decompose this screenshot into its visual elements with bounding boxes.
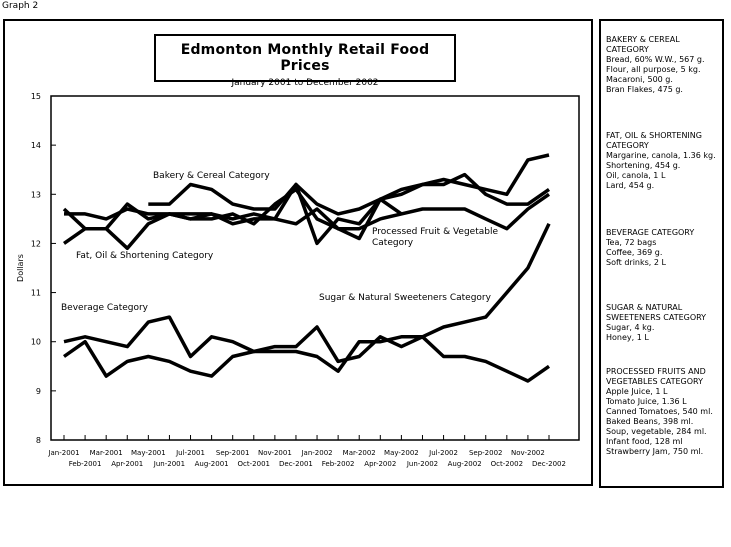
x-tick-label: Sep-2002: [469, 449, 503, 457]
chart-title-box: Edmonton Monthly Retail Food Prices Janu…: [154, 34, 456, 88]
x-tick-label: Jan-2002: [300, 449, 332, 457]
legend-heading: SUGAR & NATURAL SWEETENERS CATEGORY: [606, 303, 707, 322]
x-tick-label: Jul-2001: [175, 449, 205, 457]
x-tick-label: Aug-2001: [195, 460, 229, 468]
x-tick-label: Nov-2001: [258, 449, 292, 457]
y-axis-label: Dollars: [16, 254, 25, 282]
y-tick-label: 10: [31, 338, 41, 347]
y-tick-label: 15: [31, 92, 41, 101]
legend-processed-fruits-vegetables: PROCESSED FRUITS AND VEGETABLES CATEGORY…: [606, 367, 724, 457]
x-tick-label: Jul-2002: [428, 449, 458, 457]
x-tick-label: Dec-2001: [279, 460, 313, 468]
legend-item: Apple Juice, 1 L: [606, 387, 668, 396]
legend-item: Infant food, 128 ml: [606, 437, 683, 446]
chart-frame: [3, 19, 593, 486]
x-tick-label: Mar-2002: [343, 449, 376, 457]
series-line: [64, 192, 551, 231]
legend-item: Macaroni, 500 g.: [606, 75, 673, 84]
annotation-label: Beverage Category: [61, 303, 149, 313]
legend-item: Lard, 454 g.: [606, 181, 655, 190]
legend-item: Soft drinks, 2 L: [606, 258, 666, 267]
x-tick-label: Aug-2002: [448, 460, 482, 468]
y-tick-label: 9: [36, 387, 41, 396]
legend-heading: FAT, OIL & SHORTENING CATEGORY: [606, 131, 702, 150]
y-tick-label: 14: [31, 141, 41, 150]
annotation-label: Fat, Oil & Shortening Category: [76, 251, 214, 261]
legend-item: Tea, 72 bags: [606, 238, 657, 247]
x-tick-label: Oct-2002: [491, 460, 523, 468]
annotation-label: Processed Fruit & Vegetable Category: [372, 227, 498, 248]
x-axis: Jan-2001 Feb-2001 Mar-2001 Apr-2001 May-2001…: [47, 435, 566, 468]
legend-heading: BAKERY & CEREAL CATEGORY: [606, 35, 680, 54]
legend-item: Flour, all purpose, 5 kg.: [606, 65, 701, 74]
y-tick-label: 12: [31, 239, 41, 248]
x-tick-label: Mar-2001: [90, 449, 123, 457]
chart-subtitle: January 2001 to December 2002: [231, 78, 379, 88]
legend-item: Bread, 60% W.W., 567 g.: [606, 55, 705, 64]
legend-item: Tomato Juice, 1.36 L: [606, 397, 687, 406]
x-tick-label: Apr-2002: [364, 460, 396, 468]
legend-item: Baked Beans, 398 ml.: [606, 417, 694, 426]
legend-item: Oil, canola, 1 L: [606, 171, 666, 180]
series-line: [62, 172, 551, 251]
annotation-label: Bakery & Cereal Category: [153, 171, 270, 181]
x-tick-label: Apr-2001: [111, 460, 143, 468]
legend-item: Margarine, canola, 1.36 kg.: [606, 151, 716, 160]
x-tick-label: May-2001: [131, 449, 166, 457]
series-line: [63, 315, 551, 383]
graph-label: Graph 2: [2, 1, 39, 11]
series-line: [148, 153, 550, 216]
x-tick-label: Jan-2001: [47, 449, 79, 457]
series-line: [62, 223, 551, 378]
legend-fat-oil-shortening: FAT, OIL & SHORTENING CATEGORY Margarine…: [606, 131, 724, 191]
y-axis: 8 9 10 11 12 13 14 15: [31, 92, 56, 445]
legend-item: Sugar, 4 kg.: [606, 323, 655, 332]
series-lines: [62, 153, 551, 383]
x-tick-label: Jun-2002: [406, 460, 438, 468]
x-tick-label: Feb-2001: [69, 460, 102, 468]
legend-heading: PROCESSED FRUITS AND VEGETABLES CATEGORY: [606, 367, 706, 386]
legend-bakery-cereal: BAKERY & CEREAL CATEGORY Bread, 60% W.W.…: [606, 35, 724, 95]
y-tick-label: 8: [36, 436, 41, 445]
x-tick-label: Sep-2001: [216, 449, 250, 457]
x-tick-label: Nov-2002: [511, 449, 545, 457]
legend-item: Honey, 1 L: [606, 333, 649, 342]
x-tick-label: Feb-2002: [322, 460, 355, 468]
plot-area: [50, 95, 580, 441]
legend-item: Canned Tomatoes, 540 ml.: [606, 407, 713, 416]
legend-item: Coffee, 369 g.: [606, 248, 663, 257]
legend-item: Strawberry Jam, 750 ml.: [606, 447, 704, 456]
annotations: Bakery & Cereal Category Fat, Oil & Short…: [61, 171, 498, 313]
legend-heading: BEVERAGE CATEGORY: [606, 228, 695, 237]
x-tick-label: Dec-2002: [532, 460, 566, 468]
x-tick-label: Oct-2001: [238, 460, 270, 468]
y-tick-label: 13: [31, 190, 41, 199]
chart-title: Edmonton Monthly Retail Food Prices: [180, 42, 430, 74]
legend-item: Bran Flakes, 475 g.: [606, 85, 683, 94]
annotation-label: Sugar & Natural Sweeteners Category: [319, 293, 492, 303]
legend-item: Shortening, 454 g.: [606, 161, 681, 170]
legend-sugar-sweeteners: SUGAR & NATURAL SWEETENERS CATEGORY Suga…: [606, 303, 724, 343]
legend-beverage: BEVERAGE CATEGORY Tea, 72 bags Coffee, 3…: [606, 228, 724, 268]
legend-frame: [599, 19, 724, 488]
legend-item: Soup, vegetable, 284 ml.: [606, 427, 707, 436]
y-tick-label: 11: [31, 289, 41, 298]
x-tick-label: May-2002: [384, 449, 419, 457]
x-tick-label: Jun-2001: [153, 460, 185, 468]
